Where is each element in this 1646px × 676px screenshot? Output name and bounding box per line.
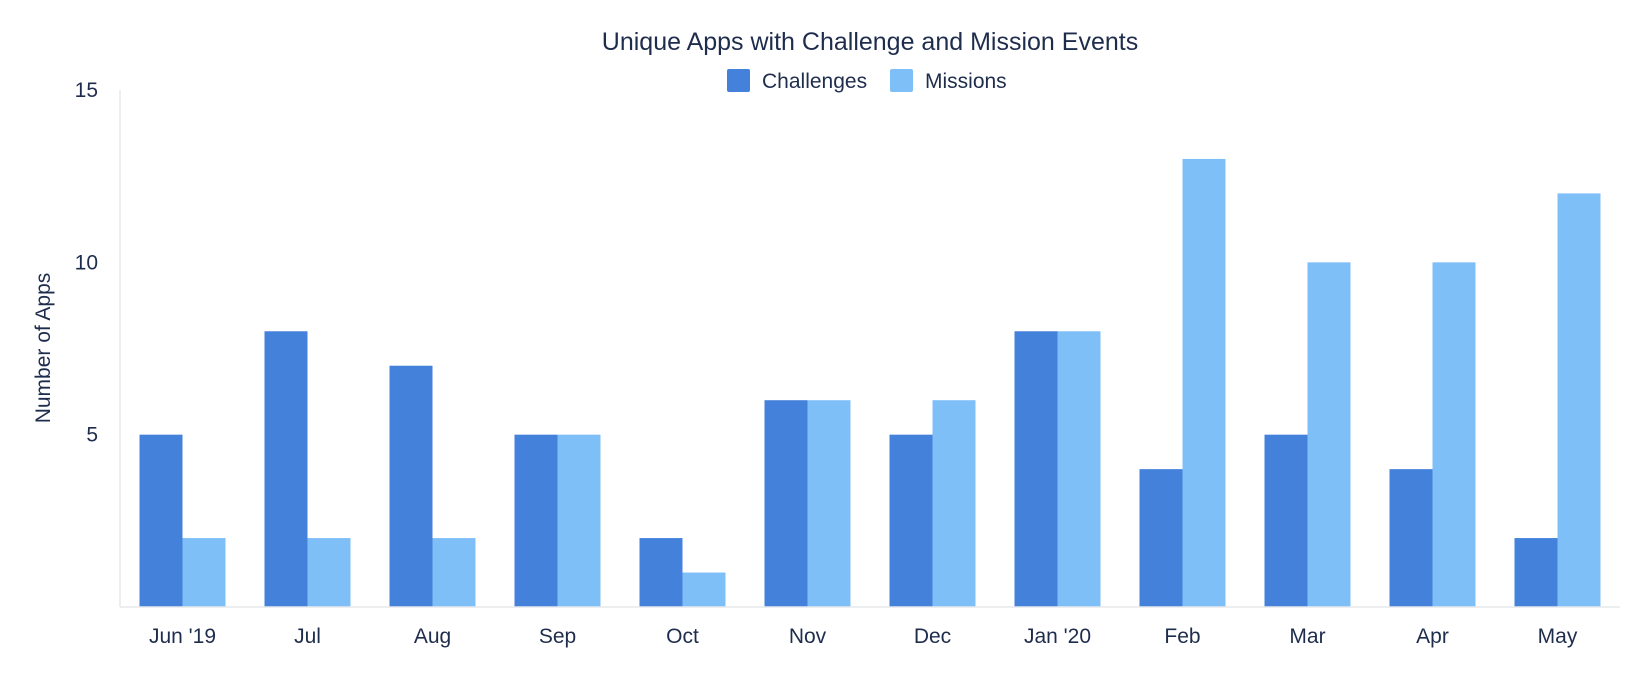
x-tick-label: Nov — [789, 625, 827, 648]
bar-missions — [1432, 262, 1476, 607]
bar-challenges — [639, 538, 683, 607]
y-axis-label: Number of Apps — [32, 273, 55, 424]
bar-challenges — [139, 434, 183, 607]
bar-missions — [932, 400, 976, 607]
x-tick-label: Aug — [414, 625, 451, 648]
x-axis-ticks: Jun '19 Jul Aug Sep Oct Nov Dec Jan '20 Feb Mar Ap… — [149, 625, 1578, 648]
bar-missions — [1057, 331, 1101, 607]
bar-challenges — [1514, 538, 1558, 607]
bar-challenges — [889, 434, 933, 607]
bar-challenges — [389, 365, 433, 607]
bar-missions — [307, 538, 351, 607]
x-tick-label: Jun '19 — [149, 625, 216, 648]
x-tick-label: Feb — [1164, 625, 1200, 648]
bar-challenges — [764, 400, 808, 607]
bar-missions — [182, 538, 226, 607]
bar-challenges — [1264, 434, 1308, 607]
bar-missions — [1307, 262, 1351, 607]
bar-missions — [1557, 193, 1601, 607]
legend: Challenges Missions — [727, 69, 1007, 93]
bar-missions — [432, 538, 476, 607]
bar-missions — [807, 400, 851, 607]
legend-label-challenges: Challenges — [762, 70, 867, 93]
legend-swatch-challenges — [727, 69, 750, 92]
x-tick-label: Sep — [539, 625, 576, 648]
chart-title: Unique Apps with Challenge and Mission E… — [602, 28, 1138, 56]
y-tick-label: 10 — [75, 251, 98, 274]
x-tick-label: Jul — [294, 625, 321, 648]
bar-missions — [557, 434, 601, 607]
bar-missions — [682, 572, 726, 607]
bar-challenges — [264, 331, 308, 607]
x-tick-label: Apr — [1416, 625, 1449, 648]
x-tick-label: Dec — [914, 625, 951, 648]
y-tick-label: 15 — [75, 79, 98, 102]
x-tick-label: Jan '20 — [1024, 625, 1091, 648]
bar-missions — [1182, 158, 1226, 607]
bar-challenges — [1389, 469, 1433, 607]
legend-swatch-missions — [890, 69, 913, 92]
y-tick-label: 5 — [86, 424, 98, 447]
y-axis-ticks: 5 10 15 — [75, 79, 98, 447]
bar-challenges — [1014, 331, 1058, 607]
bar-challenges — [1139, 469, 1183, 607]
legend-label-missions: Missions — [925, 70, 1007, 93]
x-tick-label: Mar — [1289, 625, 1325, 648]
x-tick-label: May — [1538, 625, 1578, 648]
x-tick-label: Oct — [666, 625, 699, 648]
bar-challenges — [514, 434, 558, 607]
bars — [139, 158, 1601, 607]
